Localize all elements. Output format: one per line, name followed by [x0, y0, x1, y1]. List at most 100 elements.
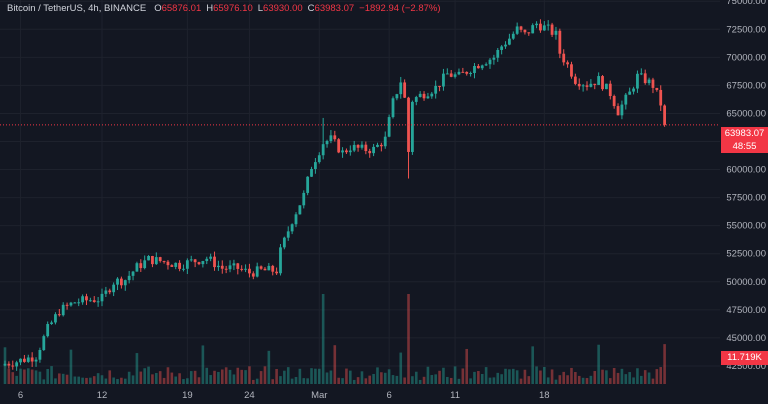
- volume-bar: [519, 378, 523, 384]
- price-axis: [720, 0, 768, 404]
- volume-bar: [26, 368, 30, 384]
- candle-body: [418, 93, 422, 98]
- candle-body: [15, 362, 19, 367]
- x-tick-label: 6: [18, 390, 23, 401]
- y-tick-label: 70000.00: [726, 52, 766, 63]
- volume-bar: [11, 372, 15, 384]
- volume-bar: [562, 371, 566, 384]
- candle-body: [368, 151, 372, 154]
- candle-body: [383, 136, 387, 147]
- candle-body: [108, 290, 112, 293]
- volume-bar: [7, 368, 11, 384]
- candle-body: [182, 268, 185, 270]
- candle-body: [597, 76, 601, 85]
- volume-bar: [170, 372, 174, 384]
- volume-bar: [112, 377, 115, 384]
- volume-bar: [65, 374, 69, 384]
- candle-body: [189, 259, 193, 261]
- candle-body: [589, 83, 593, 87]
- candle-body: [473, 65, 476, 74]
- volume-bar: [640, 375, 643, 384]
- volume-bar: [174, 376, 178, 384]
- candle-body: [333, 135, 337, 140]
- volume-bar: [403, 377, 406, 384]
- volume-bar: [636, 368, 639, 384]
- candle-body: [632, 88, 635, 92]
- candle-body: [519, 26, 523, 30]
- candle-body: [566, 62, 569, 65]
- volume-bar: [380, 372, 383, 384]
- y-tick-label: 55000.00: [726, 221, 766, 232]
- candle-body: [539, 23, 542, 31]
- candle-body: [286, 231, 290, 238]
- volume-bar: [166, 367, 170, 384]
- candle-body: [151, 255, 154, 265]
- last-price-text: 63983.07: [724, 128, 765, 139]
- volume-bar: [104, 378, 108, 384]
- candle-body: [422, 93, 426, 99]
- candle-body: [135, 263, 139, 272]
- candle-body: [476, 65, 480, 69]
- candle-body: [542, 25, 546, 31]
- volume-bar: [302, 378, 306, 384]
- volume-bar: [364, 378, 368, 384]
- volume-bar: [275, 368, 278, 384]
- volume-bar: [504, 368, 507, 384]
- candle-body: [42, 336, 46, 351]
- x-tick-label: 18: [539, 390, 550, 401]
- volume-bar: [488, 377, 492, 384]
- candle-body: [185, 260, 189, 269]
- y-tick-label: 72500.00: [726, 24, 766, 35]
- volume-bar: [449, 377, 453, 384]
- volume-bar: [492, 377, 496, 384]
- candle-body: [154, 257, 158, 265]
- candle-body: [116, 278, 119, 285]
- volume-bar: [143, 368, 146, 384]
- volume-bar: [333, 345, 337, 384]
- candle-body: [3, 363, 7, 366]
- candle-body: [30, 357, 34, 362]
- volume-bar: [267, 350, 271, 384]
- candle-body: [535, 23, 538, 26]
- candle-body: [23, 358, 26, 362]
- candle-body: [197, 262, 201, 265]
- volume-bar: [271, 379, 275, 384]
- candle-body: [608, 83, 612, 97]
- volume-bar: [286, 367, 290, 384]
- candle-body: [655, 87, 659, 90]
- candle-body: [612, 96, 616, 107]
- volume-bar: [131, 375, 135, 384]
- x-tick-label: 6: [386, 390, 391, 401]
- low-value: 63930.00: [263, 3, 303, 14]
- candle-body: [19, 358, 22, 363]
- volume-bar: [189, 371, 193, 384]
- volume-bar: [426, 366, 430, 384]
- volume-bar: [589, 375, 593, 384]
- candle-body: [469, 73, 472, 75]
- candle-body: [96, 301, 100, 303]
- candle-body: [399, 82, 403, 95]
- volume-bar: [38, 371, 42, 384]
- volume-bar: [659, 367, 663, 384]
- candle-body: [228, 265, 232, 270]
- candle-body: [104, 290, 108, 294]
- candle-body: [356, 144, 360, 148]
- candle-body: [201, 261, 205, 265]
- candle-body: [337, 139, 341, 153]
- volume-bar: [349, 370, 352, 384]
- candle-body: [220, 265, 224, 269]
- candle-body: [127, 275, 131, 281]
- bar-countdown-text: 48:55: [732, 141, 757, 152]
- volume-bar: [399, 352, 403, 384]
- volume-bar: [632, 377, 635, 384]
- close-value: 63983.07: [314, 3, 355, 14]
- candle-body: [562, 53, 566, 63]
- high-value: 65976.10: [213, 3, 253, 14]
- candle-body: [81, 296, 84, 303]
- volume-bar: [54, 378, 57, 384]
- volume-bar: [612, 368, 616, 384]
- candle-body: [570, 64, 573, 77]
- candle-body: [628, 91, 632, 95]
